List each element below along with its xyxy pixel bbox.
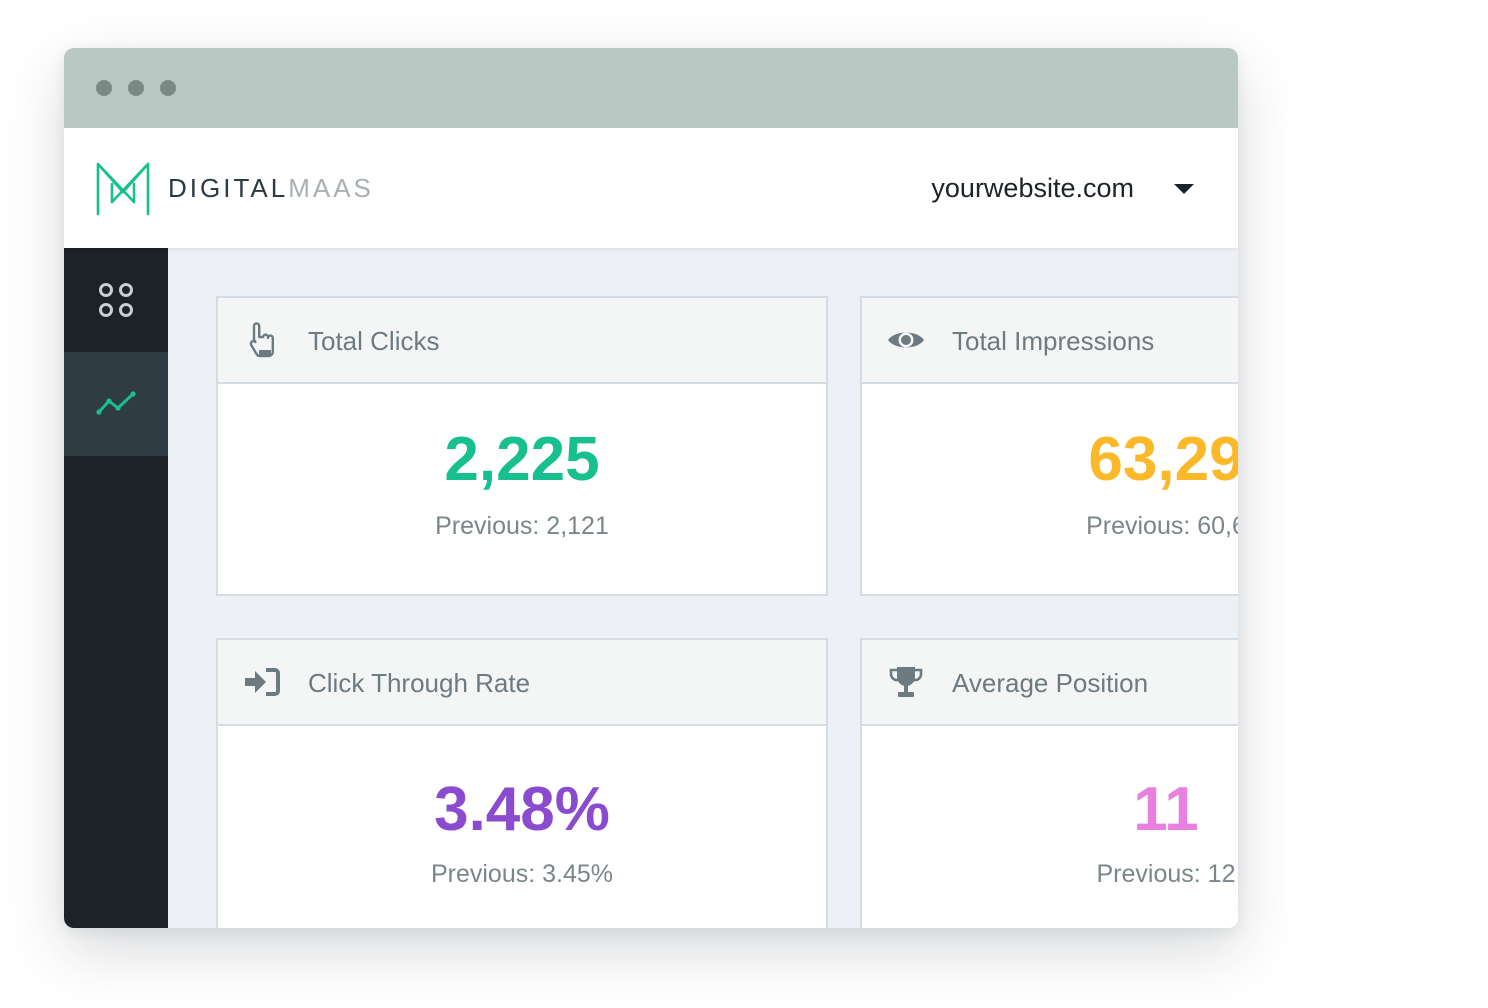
chevron-down-icon xyxy=(1174,184,1194,194)
brand-name: DIGITALMAAS xyxy=(168,172,374,204)
window-dot-2[interactable] xyxy=(128,80,144,96)
previous-value: Previous: 12 xyxy=(862,858,1238,890)
previous-label: Previous: xyxy=(1096,860,1201,888)
card-click-through-rate: Click Through Rate 3.48% Previous: 3.45% xyxy=(216,638,828,928)
previous-value: Previous: 3.45% xyxy=(218,858,826,890)
card-title: Average Position xyxy=(952,668,1149,698)
previous-value: Previous: 2,121 xyxy=(218,510,826,542)
card-body: 3.48% Previous: 3.45% xyxy=(218,726,826,928)
window-titlebar xyxy=(64,48,1238,128)
card-body: 11 Previous: 12 xyxy=(862,726,1238,928)
digitalmaas-logo-icon xyxy=(96,162,150,216)
card-header: Click Through Rate xyxy=(218,640,826,726)
card-header: Total Clicks xyxy=(218,298,826,384)
previous-label: Previous: xyxy=(435,512,540,540)
card-average-position: Average Position 11 Previous: 12 xyxy=(860,638,1238,928)
previous-number: 3.45% xyxy=(542,860,614,888)
brand-name-secondary: MAAS xyxy=(288,173,374,203)
grid-apps-icon xyxy=(99,283,133,317)
previous-value: Previous: 60,6 xyxy=(862,510,1238,542)
card-total-impressions: Total Impressions 63,29 Previous: 60,6 xyxy=(860,296,1238,596)
previous-label: Previous: xyxy=(1086,512,1191,540)
sign-in-icon xyxy=(245,668,280,696)
site-selector-value: yourwebsite.com xyxy=(931,173,1134,203)
window-dot-3[interactable] xyxy=(160,80,176,96)
metric-value: 11 xyxy=(1133,775,1199,844)
sidebar-item-analytics[interactable] xyxy=(64,352,168,456)
site-selector-dropdown[interactable]: yourwebsite.com xyxy=(924,162,1214,214)
app-header: DIGITALMAAS yourwebsite.com xyxy=(64,128,1238,248)
card-header: Average Position xyxy=(862,640,1238,726)
app-window: DIGITALMAAS yourwebsite.com xyxy=(64,48,1238,928)
metric-value: 63,29 xyxy=(1088,425,1238,494)
card-title: Total Clicks xyxy=(308,326,440,356)
card-total-clicks: Total Clicks 2,225 Previous: 2,121 xyxy=(216,296,828,596)
card-body: 63,29 Previous: 60,6 xyxy=(862,384,1238,594)
brand-name-primary: DIGITAL xyxy=(168,173,289,203)
window-dot-1[interactable] xyxy=(96,80,112,96)
previous-number: 60,6 xyxy=(1197,512,1238,540)
card-body: 2,225 Previous: 2,121 xyxy=(218,384,826,594)
previous-number: 2,121 xyxy=(546,512,609,540)
sidebar-item-apps[interactable] xyxy=(64,248,168,352)
eye-icon xyxy=(888,332,924,348)
sidebar xyxy=(64,248,168,928)
metric-value: 2,225 xyxy=(444,425,600,494)
dashboard-main: Total Clicks 2,225 Previous: 2,121 Total… xyxy=(168,248,1238,928)
card-header: Total Impressions xyxy=(862,298,1238,384)
card-title: Click Through Rate xyxy=(308,668,531,698)
hand-pointer-icon xyxy=(249,322,274,358)
previous-label: Previous: xyxy=(430,860,536,888)
metric-value: 3.48% xyxy=(434,775,610,844)
trend-line-icon xyxy=(96,391,136,415)
trophy-icon xyxy=(889,667,923,697)
previous-number: 12 xyxy=(1207,860,1236,888)
card-title: Total Impressions xyxy=(952,326,1155,356)
